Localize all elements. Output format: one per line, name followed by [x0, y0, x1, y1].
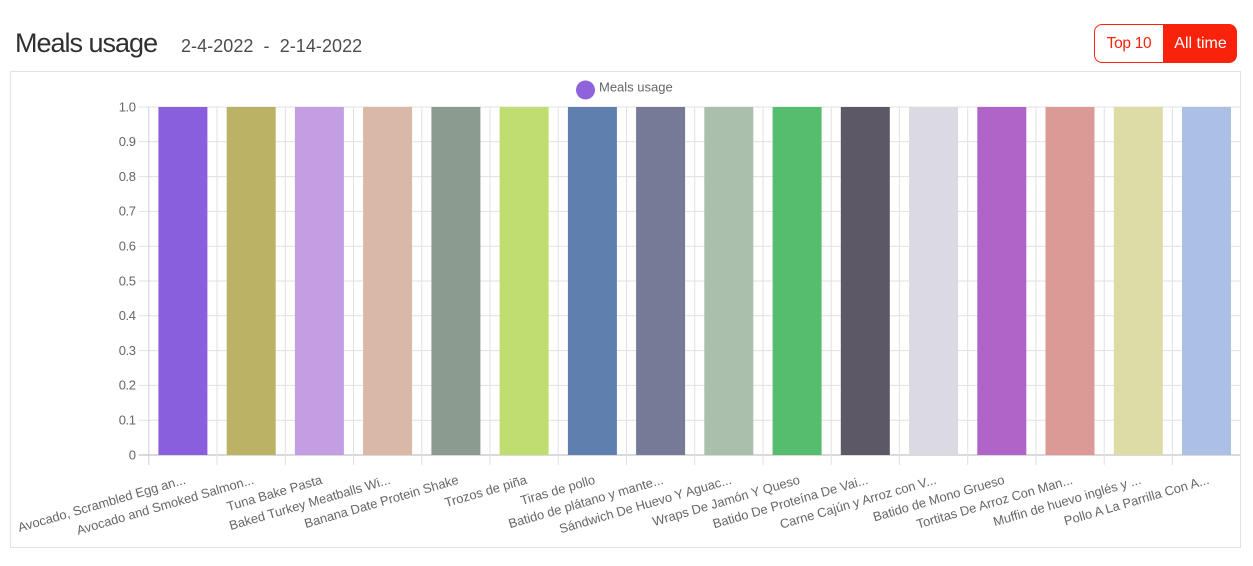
svg-text:Meals usage: Meals usage — [599, 80, 673, 95]
svg-text:0.6: 0.6 — [119, 239, 136, 254]
svg-text:0.2: 0.2 — [119, 378, 136, 393]
svg-text:1.0: 1.0 — [119, 99, 136, 114]
svg-text:0.9: 0.9 — [119, 134, 136, 149]
svg-text:0.7: 0.7 — [119, 204, 136, 219]
svg-text:0.3: 0.3 — [119, 343, 136, 358]
svg-text:0.5: 0.5 — [119, 273, 136, 288]
svg-text:0.1: 0.1 — [119, 413, 136, 428]
svg-text:0.4: 0.4 — [119, 308, 136, 323]
svg-text:0.8: 0.8 — [119, 169, 136, 184]
svg-text:0: 0 — [129, 447, 136, 462]
